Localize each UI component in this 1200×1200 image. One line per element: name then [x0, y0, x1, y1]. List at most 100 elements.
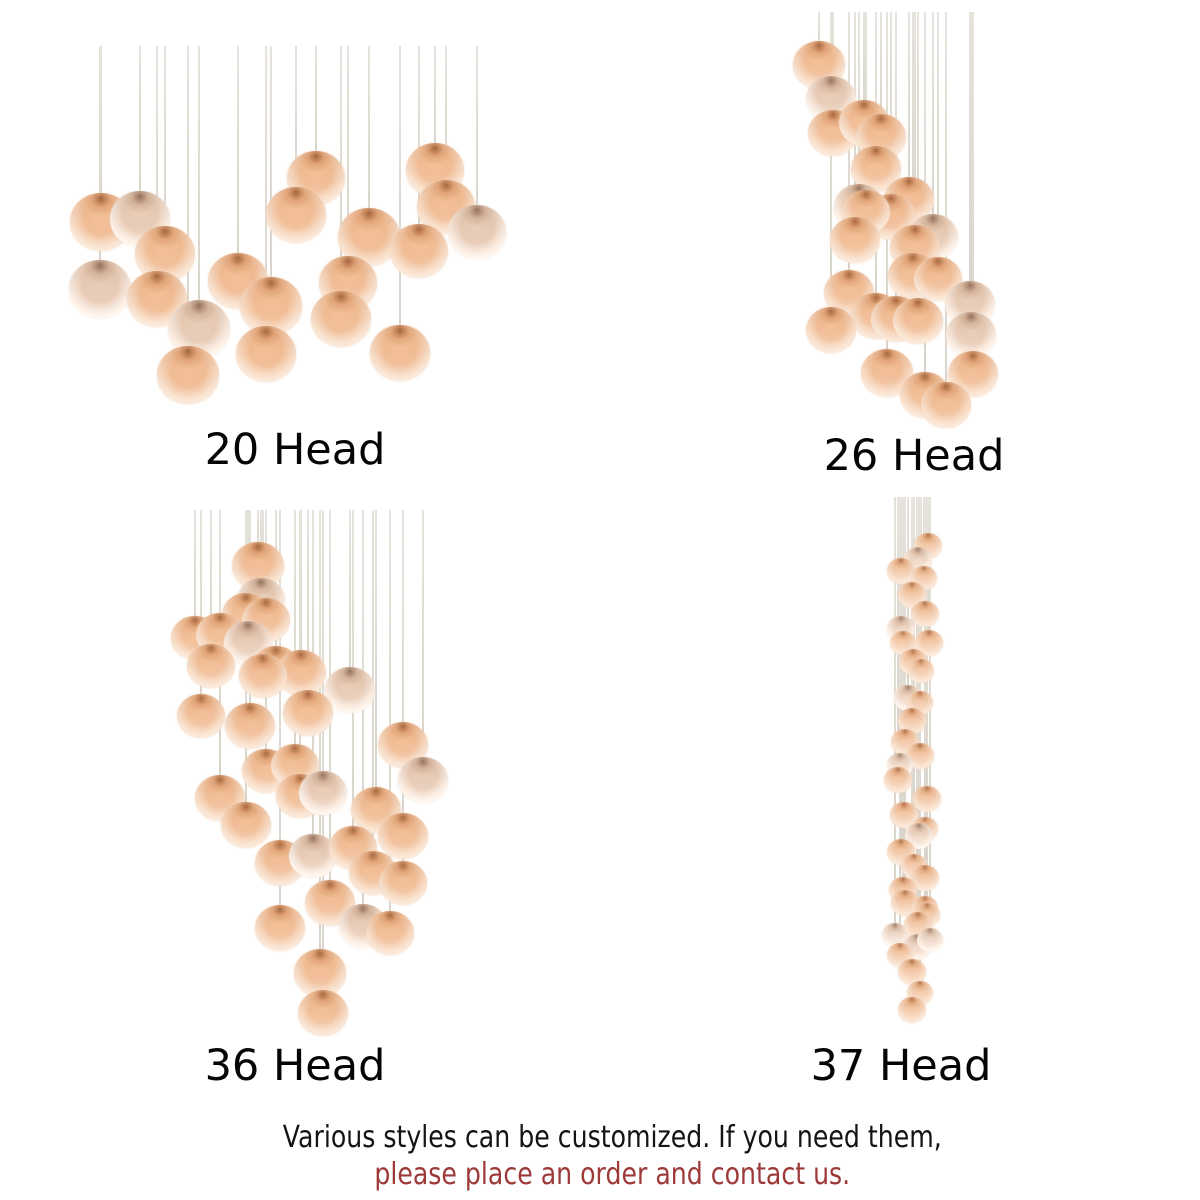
pendant-cable — [917, 497, 919, 925]
pendant-globe — [887, 839, 915, 865]
pendant-globe — [338, 208, 400, 266]
pendant-globe — [911, 601, 939, 627]
pendant-globe — [240, 277, 302, 335]
pendant-cable — [375, 510, 377, 810]
pendant-cable — [924, 497, 926, 614]
pendant-globe — [830, 217, 880, 263]
pendant-globe — [834, 184, 884, 230]
pendant-cable — [279, 510, 281, 863]
pendant-cable — [919, 497, 921, 703]
pendant-globe — [168, 300, 230, 358]
pendant-cable — [924, 497, 926, 908]
pendant-cable — [929, 497, 931, 940]
pendant-cable — [347, 46, 349, 283]
pendant-globe — [135, 226, 195, 282]
footer-note: Various styles can be customized. If you… — [12, 1119, 1200, 1193]
pendant-cable — [937, 12, 939, 279]
pendant-globe — [946, 312, 996, 358]
pendant-globe — [255, 905, 305, 951]
pendant-globe — [283, 690, 333, 736]
pendant-cable — [295, 46, 297, 215]
pendant-globe — [911, 566, 937, 590]
pendant-cable — [848, 12, 850, 293]
pendant-cable — [340, 46, 342, 319]
pendant-cable — [300, 510, 302, 673]
pendant-globe — [221, 802, 271, 848]
pendant-cable — [904, 497, 906, 742]
pendant-cable — [389, 510, 391, 933]
pendant-globe — [222, 592, 270, 638]
pendant-cable — [270, 46, 272, 306]
pendant-globe — [884, 767, 912, 793]
pendant-cable — [100, 46, 102, 222]
pendant-cable — [875, 12, 877, 169]
pendant-cable — [900, 497, 902, 629]
pendant-cable — [329, 510, 331, 903]
pendant-globe — [904, 547, 932, 573]
pendant-globe — [378, 813, 428, 859]
pendant-cable — [911, 497, 913, 721]
pendant-globe — [904, 912, 932, 938]
pendant-globe — [808, 110, 858, 156]
pendant-cable — [198, 46, 200, 329]
pendant-globe — [900, 372, 950, 418]
pendant-cable — [476, 46, 478, 232]
pendant-globe — [921, 382, 971, 428]
pendant-globe — [806, 307, 856, 353]
pendant-cable — [907, 497, 909, 698]
pendant-globe — [903, 934, 931, 960]
pendant-cable — [368, 46, 370, 237]
pendant-globe — [911, 865, 939, 891]
figure-label-20-head: 20 Head — [204, 425, 386, 475]
pendant-globe — [861, 349, 913, 397]
pendant-cable — [399, 46, 401, 353]
pendant-globe — [110, 191, 170, 247]
pendant-cable — [920, 497, 922, 671]
pendant-cable — [830, 12, 832, 330]
pendant-cable — [890, 12, 892, 217]
pendant-cable — [294, 510, 296, 766]
pendant-cable — [919, 497, 921, 756]
pendant-globe — [305, 880, 355, 926]
pendant-globe — [917, 928, 943, 952]
pendant-cable — [945, 12, 947, 405]
pendant-cable — [245, 510, 247, 825]
pendant-cable — [299, 510, 301, 796]
pendant-cable — [830, 12, 832, 99]
pendant-cable — [924, 12, 926, 395]
pendant-globe — [839, 100, 889, 146]
pendant-cable — [247, 510, 249, 643]
pendant-cable — [913, 497, 915, 866]
pendant-globe — [177, 693, 225, 739]
pendant-cable — [858, 12, 860, 207]
pendant-globe — [866, 194, 916, 240]
pendant-cable — [279, 510, 281, 928]
pendant-globe — [225, 703, 275, 749]
pendant-globe — [948, 351, 998, 397]
pendant-globe — [945, 281, 995, 327]
pendant-globe — [908, 214, 958, 260]
pendant-cable — [969, 12, 971, 304]
pendant-globe — [196, 612, 244, 658]
pendant-cable — [908, 12, 910, 200]
pendant-globe — [232, 542, 284, 590]
pendant-globe — [912, 817, 938, 841]
pendant-cable — [916, 497, 918, 947]
pendant-cable — [219, 510, 221, 798]
pendant-cable — [265, 46, 267, 354]
pendant-globe — [325, 667, 375, 713]
pendant-cable — [434, 46, 436, 170]
pendant-cable — [914, 12, 916, 248]
pendant-cable — [818, 12, 820, 65]
pendant-cable — [265, 510, 267, 620]
pendant-globe — [882, 923, 908, 947]
pendant-globe — [171, 615, 219, 661]
pendant-globe — [370, 325, 430, 381]
footer-line-1: Various styles can be customized. If you… — [282, 1120, 942, 1155]
pendant-globe — [890, 631, 916, 655]
pendant-globe — [366, 910, 414, 956]
